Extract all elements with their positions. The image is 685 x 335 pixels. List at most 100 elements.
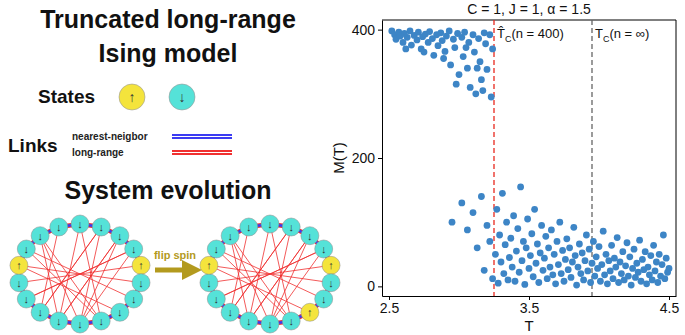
state-symbol: ↑: [129, 89, 136, 105]
data-point: [607, 268, 614, 275]
y-tick-label: 0: [367, 278, 375, 294]
data-point: [596, 243, 603, 250]
data-point: [408, 42, 415, 49]
data-point: [601, 271, 608, 278]
data-point: [577, 270, 584, 277]
diagram-title: Ising model: [99, 39, 238, 67]
x-tick: 3.5: [520, 296, 540, 316]
data-point: [509, 264, 516, 271]
data-point: [474, 244, 481, 251]
y-tick-mark: [378, 158, 382, 159]
data-point: [517, 183, 524, 190]
data-point: [496, 232, 503, 239]
data-point: [624, 239, 631, 246]
spin-node: [240, 218, 258, 236]
spin-symbol: ↓: [307, 230, 313, 242]
spin-node: [221, 227, 239, 245]
data-point: [566, 244, 573, 251]
data-point: [555, 261, 562, 268]
data-point: [542, 233, 549, 240]
spin-symbol: ↓: [98, 315, 104, 327]
y-tick-label: 400: [352, 22, 376, 38]
data-point: [598, 261, 605, 268]
data-point: [430, 52, 437, 59]
data-point: [558, 270, 565, 277]
spin-node: [200, 256, 218, 274]
y-axis-title: M(T): [330, 142, 347, 174]
data-point: [603, 251, 610, 258]
spin-symbol: ↓: [321, 293, 327, 305]
spin-node: [132, 256, 150, 274]
data-point: [486, 31, 493, 38]
spin-symbol: ↓: [321, 243, 327, 255]
spin-symbol: ↓: [98, 221, 104, 233]
data-point: [516, 269, 523, 276]
data-point: [533, 260, 540, 267]
data-point: [583, 232, 590, 239]
data-point: [512, 278, 519, 285]
y-tick-label: 200: [352, 150, 376, 166]
spin-symbol: ↓: [77, 218, 83, 230]
spin-node: [207, 240, 225, 258]
spin-symbol: ↓: [37, 306, 43, 318]
data-point: [561, 278, 568, 285]
spin-node: [261, 315, 279, 333]
spin-symbol: ↓: [56, 221, 62, 233]
long-range-link: [40, 227, 101, 312]
spin-node: [282, 312, 300, 330]
data-point: [456, 71, 463, 78]
data-point: [541, 255, 548, 262]
data-point: [520, 238, 527, 245]
data-point: [421, 49, 428, 56]
data-point: [446, 28, 453, 35]
y-tick: 200: [352, 150, 382, 166]
data-point: [458, 200, 465, 207]
y-tick: 0: [367, 278, 382, 294]
links-label: Links: [8, 135, 58, 156]
data-point: [576, 241, 583, 248]
link-swatch: [172, 153, 232, 155]
spin-symbol: ↓: [56, 315, 62, 327]
spin-symbol: ↓: [37, 230, 43, 242]
data-point: [402, 45, 409, 52]
data-point: [474, 65, 481, 72]
spin-symbol: ↓: [131, 293, 137, 305]
data-point: [614, 234, 621, 241]
evolution-label: System evolution: [65, 176, 272, 204]
data-point: [548, 226, 555, 233]
data-point: [477, 58, 484, 65]
data-point: [650, 242, 657, 249]
y-axis-line: [382, 21, 383, 297]
data-point: [652, 268, 659, 275]
x-tick-label: 4.5: [660, 300, 680, 316]
data-point: [453, 81, 460, 88]
figure: Truncated long-rangeIsing modelStates↑↓L…: [0, 0, 685, 335]
data-point: [471, 49, 478, 56]
data-point: [475, 35, 482, 42]
data-point: [559, 247, 566, 254]
spin-symbol: ↓: [328, 277, 334, 289]
spin-node: [322, 256, 340, 274]
x-tick: 4.5: [660, 296, 680, 316]
data-point: [506, 254, 513, 261]
state-symbol: ↓: [179, 89, 186, 105]
spin-symbol: ↓: [131, 243, 137, 255]
spin-symbol: ↓: [246, 221, 252, 233]
chart: 2.53.54.50200400C = 1, J = 1, α = 1.5TM(…: [330, 1, 679, 334]
spin-symbol: ↓: [206, 277, 212, 289]
spin-symbol: ↓: [267, 318, 273, 330]
spin-node: [125, 290, 143, 308]
data-point: [472, 90, 479, 97]
data-point: [597, 278, 604, 285]
y-axis: 0 200 400: [352, 21, 383, 297]
link-label: nearest-neigbor: [72, 131, 148, 142]
data-point: [570, 224, 577, 231]
link-swatch: [172, 137, 232, 139]
data-point: [450, 36, 457, 43]
long-range-link: [270, 224, 291, 321]
data-point: [544, 275, 551, 282]
spin-node: [92, 218, 110, 236]
data-point: [643, 280, 650, 287]
data-point: [484, 66, 491, 73]
spin-symbol: ↓: [24, 293, 30, 305]
